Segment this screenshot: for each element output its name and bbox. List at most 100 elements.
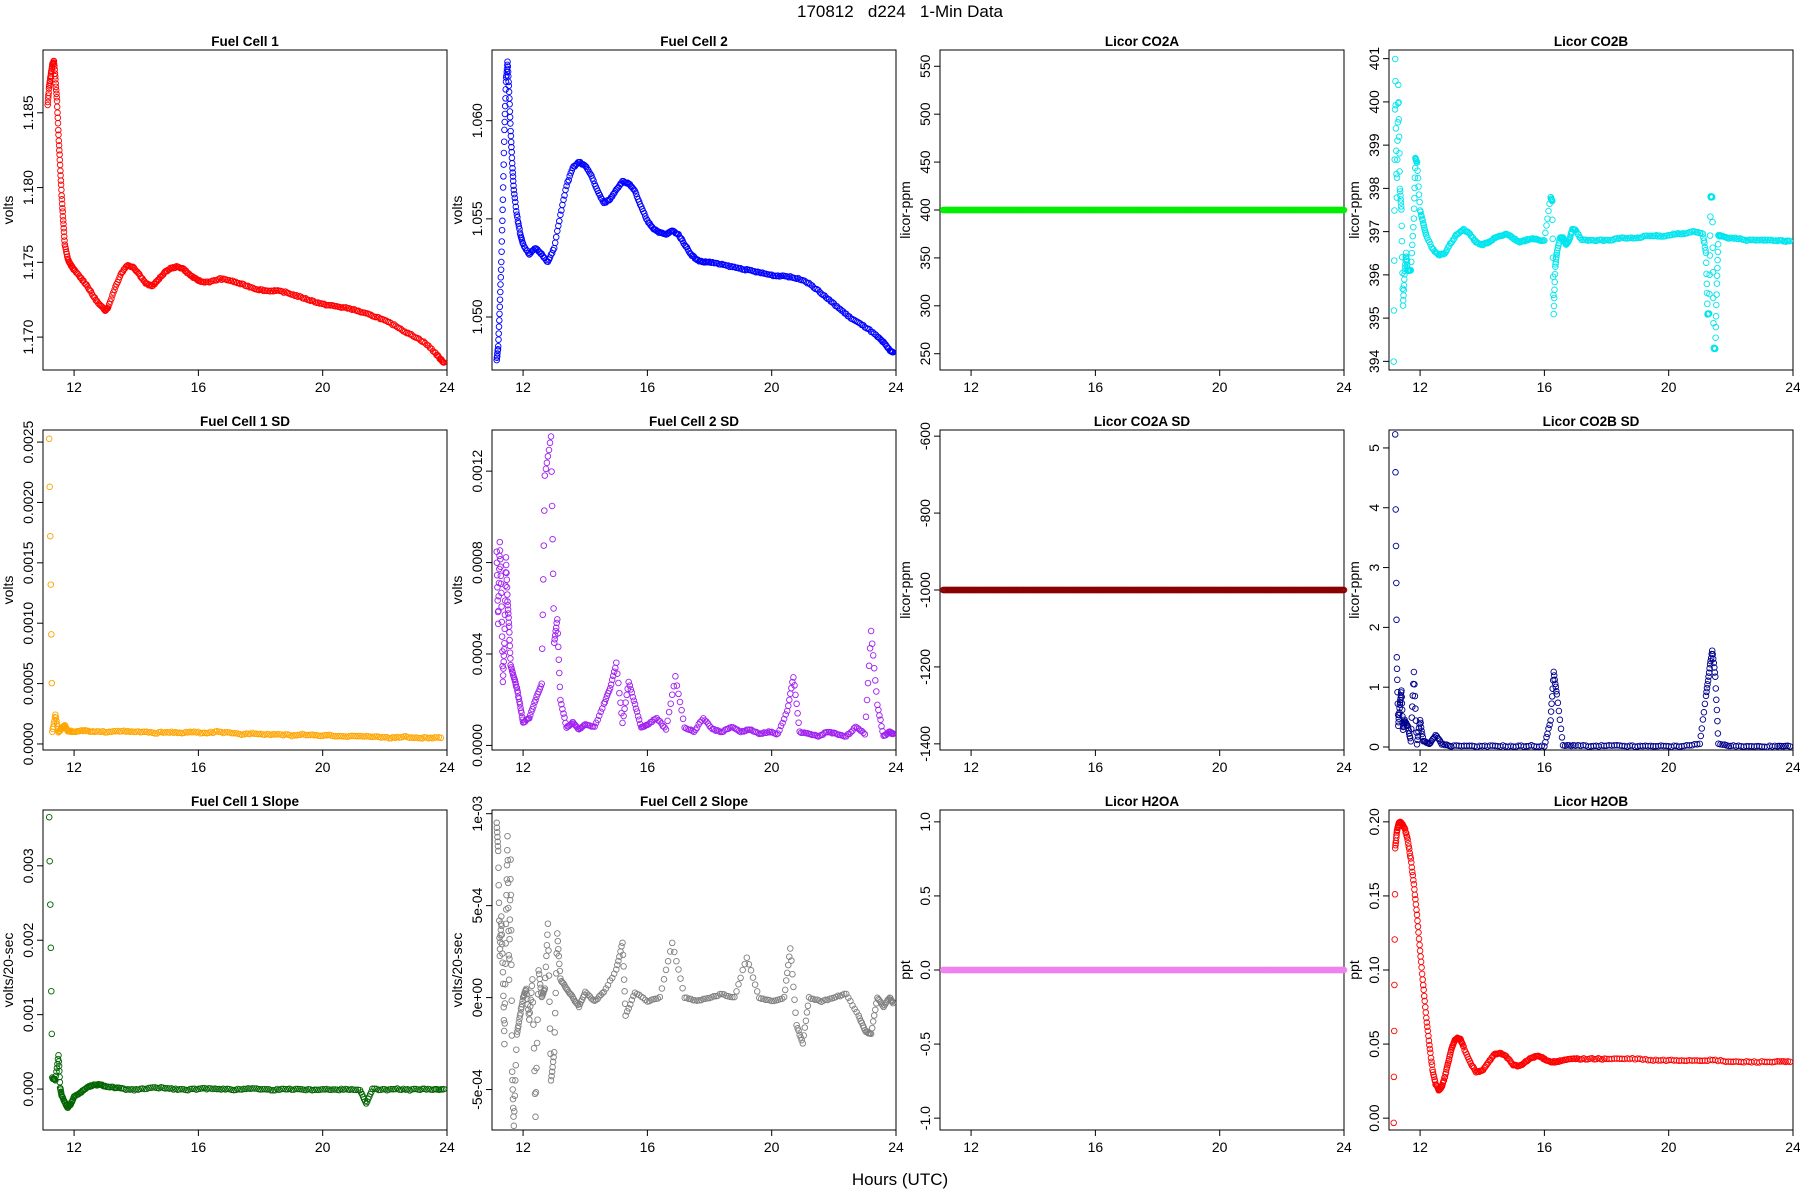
data-point <box>615 679 622 687</box>
y-tick-label: 5e-04 <box>469 888 485 924</box>
data-point <box>785 702 792 710</box>
data-point <box>336 732 343 740</box>
data-point <box>494 584 501 591</box>
x-tick-label: 20 <box>1661 1139 1677 1155</box>
x-tick-label: 12 <box>515 1139 531 1155</box>
data-point <box>606 685 614 692</box>
data-point <box>508 997 515 1004</box>
data-point <box>1396 168 1403 175</box>
data-point <box>496 547 504 554</box>
data-point <box>504 606 512 613</box>
data-point <box>499 206 506 214</box>
y-axis-label: ppt <box>897 960 913 980</box>
data-point <box>1399 297 1407 304</box>
data-point <box>1391 55 1399 63</box>
data-point <box>1714 730 1722 737</box>
y-tick-label: 550 <box>917 54 933 78</box>
data-point <box>553 619 560 627</box>
x-tick-label: 12 <box>963 1139 979 1155</box>
y-tick-label: 0.0000 <box>20 722 36 765</box>
data-point <box>580 161 588 169</box>
data-point <box>1396 150 1403 157</box>
data-point <box>731 724 738 732</box>
data-point <box>550 639 558 646</box>
data-point <box>1572 226 1579 234</box>
data-point <box>681 241 688 249</box>
data-point <box>58 200 66 208</box>
data-point <box>137 273 144 280</box>
data-point <box>737 728 744 736</box>
y-tick-label: 300 <box>917 294 933 318</box>
data-point <box>48 1030 56 1038</box>
data-point <box>1390 257 1398 264</box>
data-point <box>518 709 525 717</box>
data-point <box>509 164 516 172</box>
data-point <box>620 963 627 970</box>
data-point <box>597 194 605 201</box>
data-point <box>556 669 563 677</box>
data-point <box>548 502 556 510</box>
data-point <box>47 581 55 588</box>
data-point <box>664 717 671 725</box>
y-tick-label: 397 <box>1366 220 1382 244</box>
data-point <box>678 706 685 714</box>
data-point <box>781 986 789 994</box>
y-axis-label: volts <box>0 196 16 225</box>
data-point <box>1712 673 1719 680</box>
data-point <box>673 957 680 965</box>
data-point <box>509 669 516 677</box>
data-point <box>513 1046 520 1053</box>
data-point <box>566 172 573 180</box>
data-point <box>222 729 229 736</box>
data-point <box>1552 263 1559 270</box>
data-point <box>149 282 157 289</box>
data-point <box>1417 953 1424 960</box>
data-point <box>135 269 142 277</box>
data-point <box>724 725 732 733</box>
data-point <box>47 944 55 952</box>
data-point <box>630 697 638 704</box>
data-point <box>1418 213 1425 220</box>
x-tick-label: 24 <box>439 1139 455 1155</box>
data-point <box>394 323 401 331</box>
plot-frame <box>491 809 897 1131</box>
data-point <box>321 731 329 739</box>
data-point <box>1414 923 1422 930</box>
data-point <box>420 734 428 741</box>
data-point <box>508 665 515 673</box>
data-point <box>1446 240 1454 247</box>
data-point <box>543 952 550 960</box>
x-tick-label: 24 <box>439 379 455 395</box>
x-tick-label: 20 <box>315 759 331 775</box>
data-point <box>1415 191 1423 198</box>
data-point <box>513 683 520 691</box>
data-point <box>1397 196 1404 203</box>
data-point <box>199 729 206 737</box>
data-point <box>1709 244 1716 251</box>
y-tick-label: 394 <box>1366 349 1382 373</box>
data-point <box>1786 237 1794 245</box>
data-point <box>511 190 518 198</box>
data-point <box>506 636 513 644</box>
data-point <box>559 201 566 209</box>
data-point <box>110 727 117 735</box>
data-point <box>792 691 799 699</box>
data-point <box>294 731 302 739</box>
data-point <box>594 716 601 724</box>
data-point <box>45 813 53 821</box>
y-tick-label: -600 <box>917 422 933 450</box>
data-point <box>852 317 859 325</box>
data-point <box>497 572 505 580</box>
y-tick-label: 5 <box>1366 444 1382 452</box>
data-point <box>508 961 515 969</box>
data-point <box>549 535 556 543</box>
data-point <box>362 733 370 740</box>
data-point <box>1677 230 1685 238</box>
series-points <box>939 206 1348 214</box>
data-point <box>745 961 753 968</box>
data-point <box>501 1040 508 1048</box>
data-point <box>505 976 513 984</box>
data-point <box>537 683 544 690</box>
data-point <box>354 732 362 740</box>
series-points <box>493 58 897 364</box>
